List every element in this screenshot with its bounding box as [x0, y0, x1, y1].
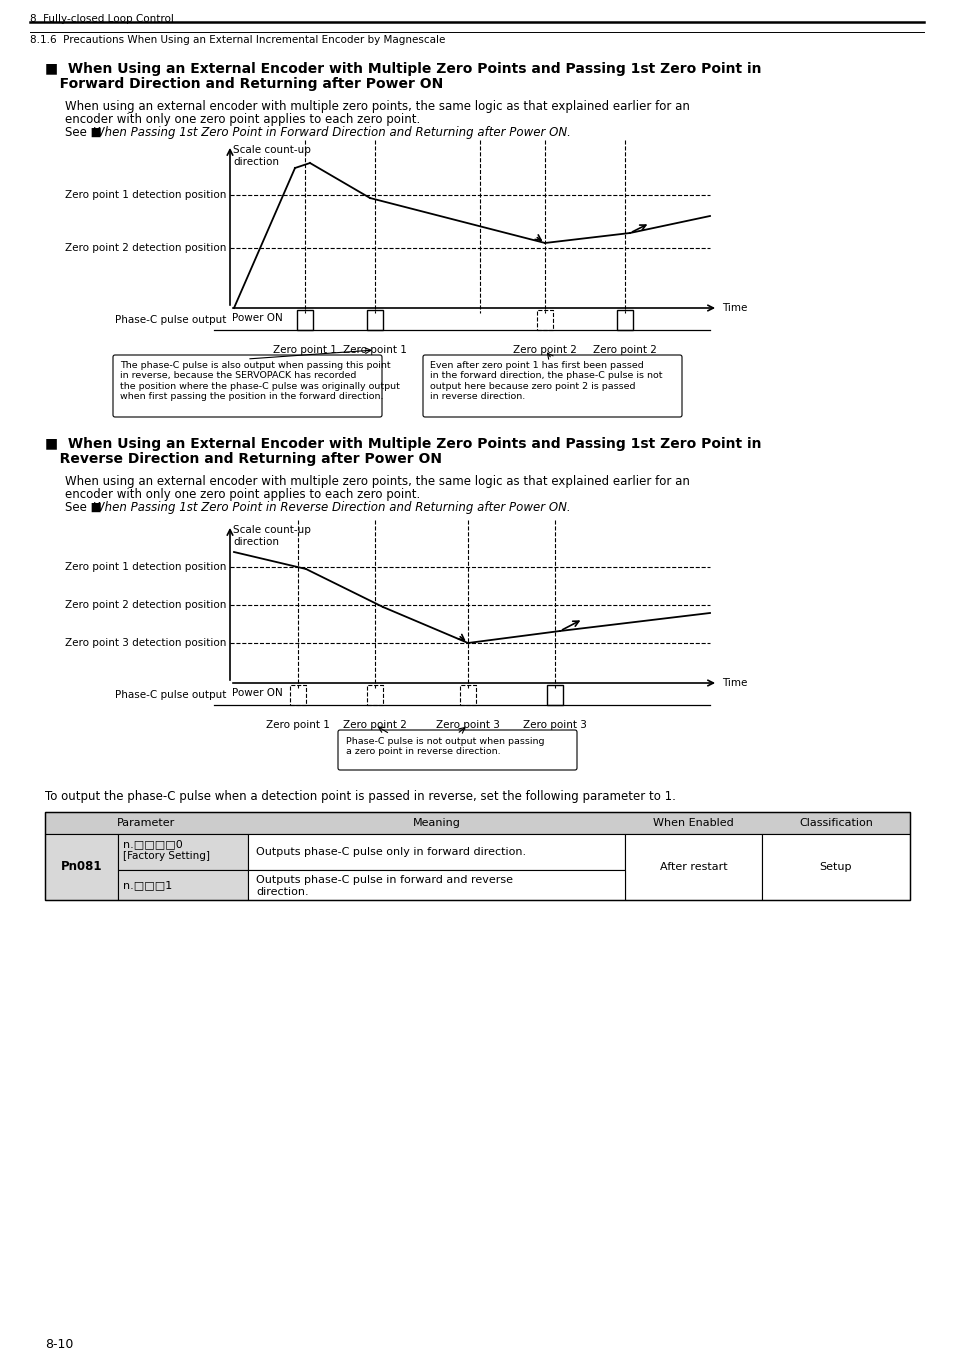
Text: When Passing 1st Zero Point in Forward Direction and Returning after Power ON.: When Passing 1st Zero Point in Forward D… — [92, 126, 570, 139]
Bar — [546, 684, 562, 705]
Text: Zero point 2 detection position: Zero point 2 detection position — [65, 599, 226, 610]
Text: Outputs phase-C pulse only in forward direction.: Outputs phase-C pulse only in forward di… — [255, 846, 525, 857]
Bar — [367, 310, 382, 329]
Text: See ■: See ■ — [65, 501, 102, 514]
Text: Forward Direction and Returning after Power ON: Forward Direction and Returning after Po… — [45, 77, 443, 90]
Text: Phase-C pulse output: Phase-C pulse output — [114, 315, 226, 325]
Bar — [118, 834, 248, 869]
Text: Zero point 1 detection position: Zero point 1 detection position — [65, 190, 226, 200]
Text: ■  When Using an External Encoder with Multiple Zero Points and Passing 1st Zero: ■ When Using an External Encoder with Mu… — [45, 437, 760, 451]
Text: 8  Fully-closed Loop Control: 8 Fully-closed Loop Control — [30, 14, 173, 24]
Bar — [761, 834, 909, 900]
Text: Pn081: Pn081 — [61, 860, 102, 873]
Text: Time: Time — [721, 302, 746, 313]
Text: ■  When Using an External Encoder with Multiple Zero Points and Passing 1st Zero: ■ When Using an External Encoder with Mu… — [45, 62, 760, 76]
Text: Zero point 1 detection position: Zero point 1 detection position — [65, 562, 226, 572]
Text: Meaning: Meaning — [412, 818, 460, 828]
Text: Zero point 2: Zero point 2 — [593, 346, 657, 355]
Text: Zero point 3 detection position: Zero point 3 detection position — [65, 639, 226, 648]
Text: 8-10: 8-10 — [45, 1338, 73, 1350]
Text: Setup: Setup — [819, 863, 851, 872]
FancyBboxPatch shape — [337, 730, 577, 769]
Text: n.□□□□0: n.□□□□0 — [123, 838, 183, 849]
Bar — [45, 834, 118, 900]
Text: Zero point 1: Zero point 1 — [266, 720, 330, 730]
Text: To output the phase-C pulse when a detection point is passed in reverse, set the: To output the phase-C pulse when a detec… — [45, 790, 675, 803]
Text: Power ON: Power ON — [232, 313, 282, 323]
Text: After restart: After restart — [659, 863, 726, 872]
Bar — [296, 310, 313, 329]
Text: Zero point 1: Zero point 1 — [273, 346, 336, 355]
Text: The phase-C pulse is also output when passing this point
in reverse, because the: The phase-C pulse is also output when pa… — [120, 360, 399, 401]
Bar — [248, 834, 624, 869]
Text: encoder with only one zero point applies to each zero point.: encoder with only one zero point applies… — [65, 113, 420, 126]
FancyBboxPatch shape — [112, 355, 381, 417]
Bar — [290, 684, 306, 705]
Text: Zero point 2: Zero point 2 — [343, 720, 407, 730]
Text: [Factory Setting]: [Factory Setting] — [123, 850, 210, 861]
Text: Outputs phase-C pulse in forward and reverse: Outputs phase-C pulse in forward and rev… — [255, 875, 513, 886]
Bar — [624, 834, 761, 900]
Text: See ■: See ■ — [65, 126, 102, 139]
Bar — [537, 310, 553, 329]
Text: Zero point 1: Zero point 1 — [343, 346, 407, 355]
Text: Phase-C pulse is not output when passing
a zero point in reverse direction.: Phase-C pulse is not output when passing… — [346, 737, 544, 756]
Text: Phase-C pulse output: Phase-C pulse output — [114, 690, 226, 701]
Bar — [45, 811, 909, 900]
Text: n.□□□1: n.□□□1 — [123, 880, 172, 890]
Text: Power ON: Power ON — [232, 688, 282, 698]
Text: Zero point 2 detection position: Zero point 2 detection position — [65, 243, 226, 252]
Text: Zero point 2: Zero point 2 — [513, 346, 577, 355]
Bar — [118, 869, 248, 900]
Text: Scale count-up
direction: Scale count-up direction — [233, 525, 311, 547]
Bar — [45, 811, 909, 834]
Text: Zero point 3: Zero point 3 — [522, 720, 586, 730]
Text: When Passing 1st Zero Point in Reverse Direction and Returning after Power ON.: When Passing 1st Zero Point in Reverse D… — [92, 501, 570, 514]
Text: encoder with only one zero point applies to each zero point.: encoder with only one zero point applies… — [65, 487, 420, 501]
Bar — [248, 869, 624, 900]
Text: Scale count-up
direction: Scale count-up direction — [233, 144, 311, 166]
Text: When using an external encoder with multiple zero points, the same logic as that: When using an external encoder with mult… — [65, 475, 689, 487]
Bar — [367, 684, 382, 705]
Text: Even after zero point 1 has first been passed
in the forward direction, the phas: Even after zero point 1 has first been p… — [430, 360, 661, 401]
Text: direction.: direction. — [255, 887, 309, 896]
Text: When Enabled: When Enabled — [653, 818, 733, 828]
FancyBboxPatch shape — [422, 355, 681, 417]
Text: 8.1.6  Precautions When Using an External Incremental Encoder by Magnescale: 8.1.6 Precautions When Using an External… — [30, 35, 445, 45]
Text: Zero point 3: Zero point 3 — [436, 720, 499, 730]
Text: Reverse Direction and Returning after Power ON: Reverse Direction and Returning after Po… — [45, 452, 441, 466]
Text: Parameter: Parameter — [117, 818, 175, 828]
Text: Classification: Classification — [799, 818, 872, 828]
Bar — [459, 684, 476, 705]
Text: Time: Time — [721, 678, 746, 688]
Text: When using an external encoder with multiple zero points, the same logic as that: When using an external encoder with mult… — [65, 100, 689, 113]
Bar — [617, 310, 633, 329]
